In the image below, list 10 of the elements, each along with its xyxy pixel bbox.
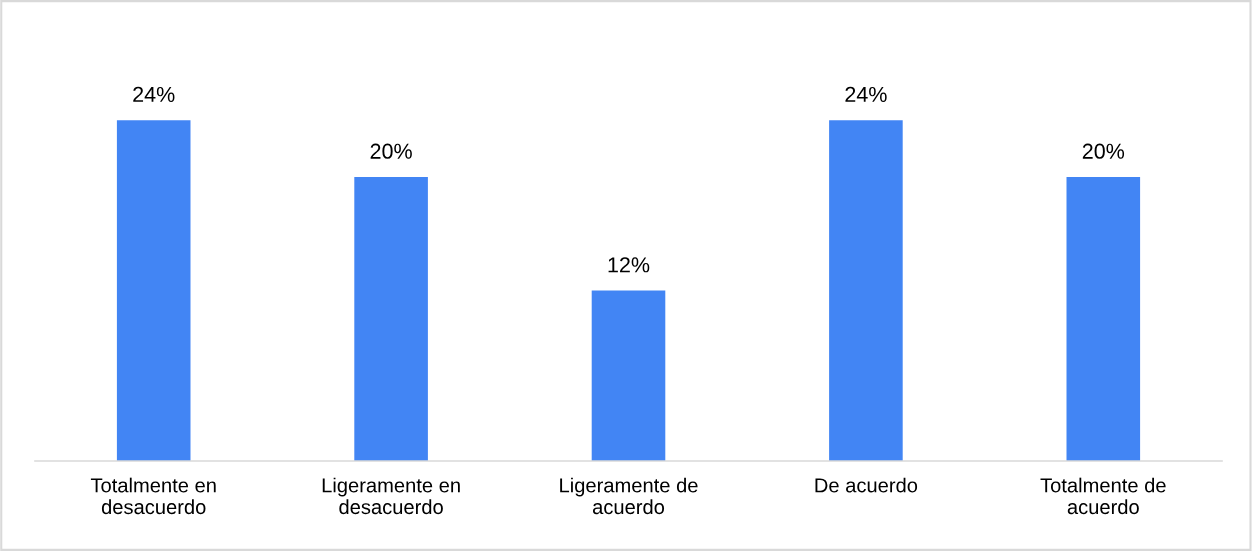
data-label: 20% (1082, 143, 1125, 159)
x-tick-label: Totalmente en desacuerdo (90, 477, 216, 515)
x-tick-label: De acuerdo (815, 477, 918, 493)
data-label: 12% (608, 257, 650, 273)
data-label: 24% (845, 86, 887, 102)
x-tick-label: Ligeramente de acuerdo (560, 477, 698, 515)
x-tick-label: Ligeramente en desacuerdo (322, 477, 460, 515)
data-label: 20% (370, 143, 412, 159)
data-label: 24% (133, 86, 175, 102)
x-tick-label: Totalmente de acuerdo (1040, 477, 1166, 515)
